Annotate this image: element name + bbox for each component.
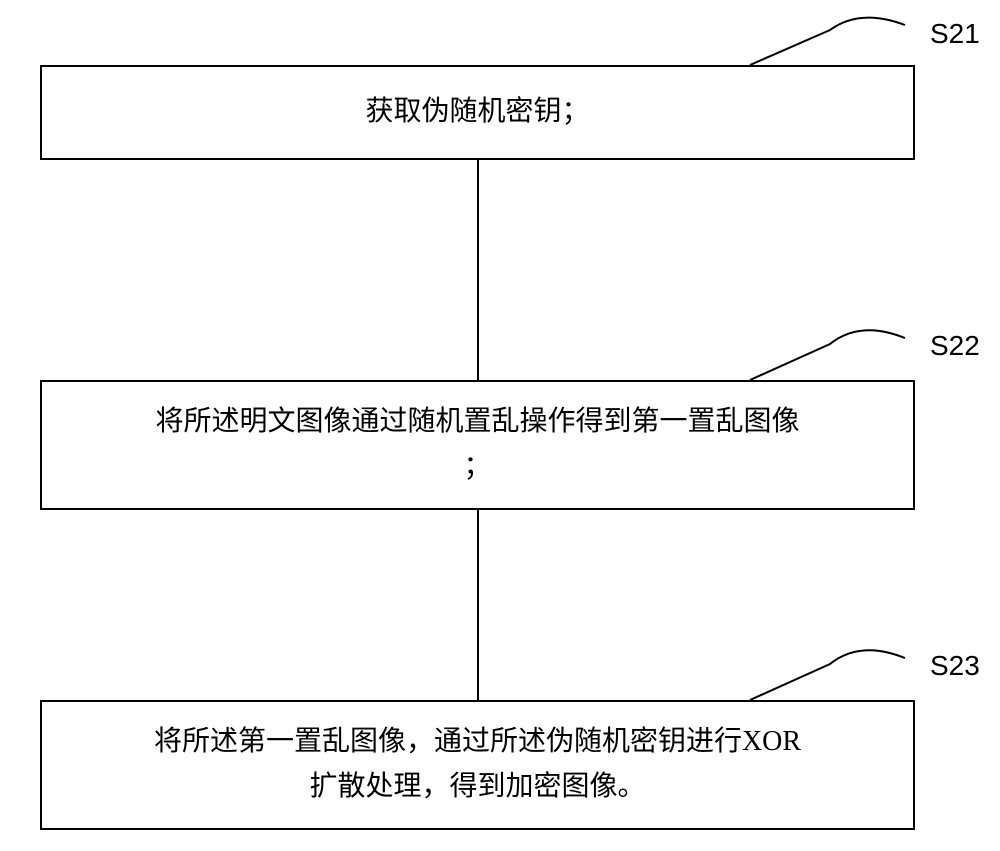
- flowchart-canvas: 获取伪随机密钥； 将所述明文图像通过随机置乱操作得到第一置乱图像 ； 将所述第一…: [0, 0, 1000, 851]
- step-text-s23: 将所述第一置乱图像，通过所述伪随机密钥进行XOR 扩散处理，得到加密图像。: [154, 720, 801, 810]
- step-box-s22: 将所述明文图像通过随机置乱操作得到第一置乱图像 ；: [40, 380, 915, 510]
- step-box-s23: 将所述第一置乱图像，通过所述伪随机密钥进行XOR 扩散处理，得到加密图像。: [40, 700, 915, 830]
- connector-s22-s23: [477, 510, 479, 700]
- callout-line-s23: [745, 642, 930, 704]
- label-s22: S22: [930, 330, 980, 362]
- step-box-s21: 获取伪随机密钥；: [40, 65, 915, 160]
- callout-line-s21: [745, 10, 930, 70]
- step-text-s22: 将所述明文图像通过随机置乱操作得到第一置乱图像 ；: [155, 400, 799, 490]
- label-s23: S23: [930, 650, 980, 682]
- callout-line-s22: [745, 322, 930, 384]
- label-s21: S21: [930, 18, 980, 50]
- connector-s21-s22: [477, 160, 479, 380]
- step-text-s21: 获取伪随机密钥；: [365, 90, 589, 135]
